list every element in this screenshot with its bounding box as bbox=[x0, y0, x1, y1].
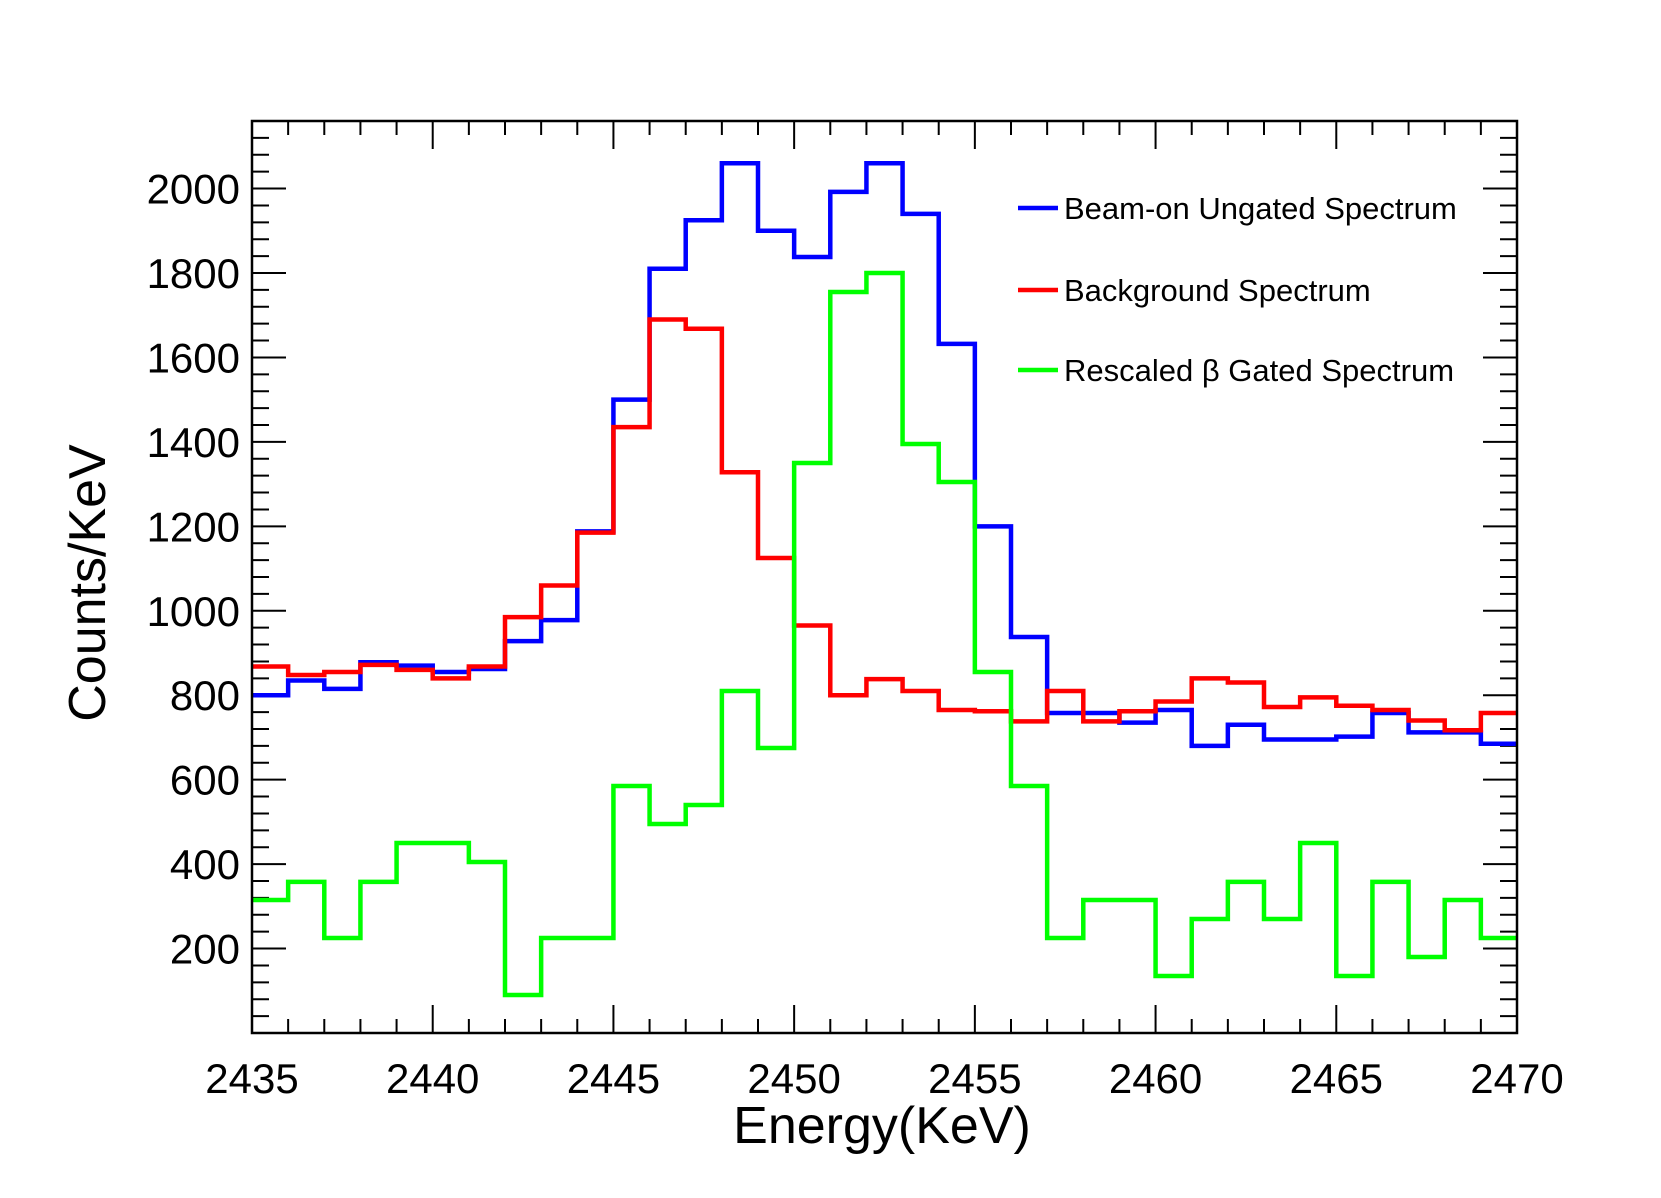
tick-labels: 2435 2440 2445 2450 2455 2460 2465 2470 200 400 60… bbox=[147, 166, 1564, 1102]
x-axis-title: Energy(KeV) bbox=[733, 1097, 1031, 1155]
y-tick-label: 1400 bbox=[147, 419, 240, 466]
y-tick-label: 1800 bbox=[147, 250, 240, 297]
y-axis-title: Counts/KeV bbox=[59, 444, 117, 722]
x-tick-label: 2465 bbox=[1290, 1055, 1383, 1102]
y-tick-label: 400 bbox=[170, 841, 240, 888]
x-tick-label: 2450 bbox=[747, 1055, 840, 1102]
y-tick-label: 800 bbox=[170, 672, 240, 719]
legend-label-0: Beam-on Ungated Spectrum bbox=[1064, 191, 1457, 226]
legend-label-2: Rescaled β Gated Spectrum bbox=[1064, 353, 1454, 388]
x-tick-label: 2445 bbox=[567, 1055, 660, 1102]
y-tick-label: 1600 bbox=[147, 334, 240, 381]
plot-frame bbox=[250, 119, 1519, 1035]
y-tick-label: 1000 bbox=[147, 588, 240, 635]
x-tick-label: 2470 bbox=[1470, 1055, 1563, 1102]
x-tick-label: 2440 bbox=[386, 1055, 479, 1102]
series-layer bbox=[252, 160, 1517, 998]
y-tick-label: 600 bbox=[170, 757, 240, 804]
y-tick-label: 1200 bbox=[147, 503, 240, 550]
legend-label-1: Background Spectrum bbox=[1064, 273, 1371, 308]
y-tick-label: 2000 bbox=[147, 166, 240, 213]
legend: Beam-on Ungated Spectrum Background Spect… bbox=[1018, 191, 1457, 388]
x-tick-label: 2455 bbox=[928, 1055, 1021, 1102]
series-line-2 bbox=[252, 270, 1517, 998]
axis-ticks bbox=[251, 120, 1518, 1033]
x-tick-label: 2460 bbox=[1109, 1055, 1202, 1102]
x-tick-label: 2435 bbox=[205, 1055, 298, 1102]
series-line-1 bbox=[252, 317, 1517, 733]
y-tick-label: 200 bbox=[170, 926, 240, 973]
